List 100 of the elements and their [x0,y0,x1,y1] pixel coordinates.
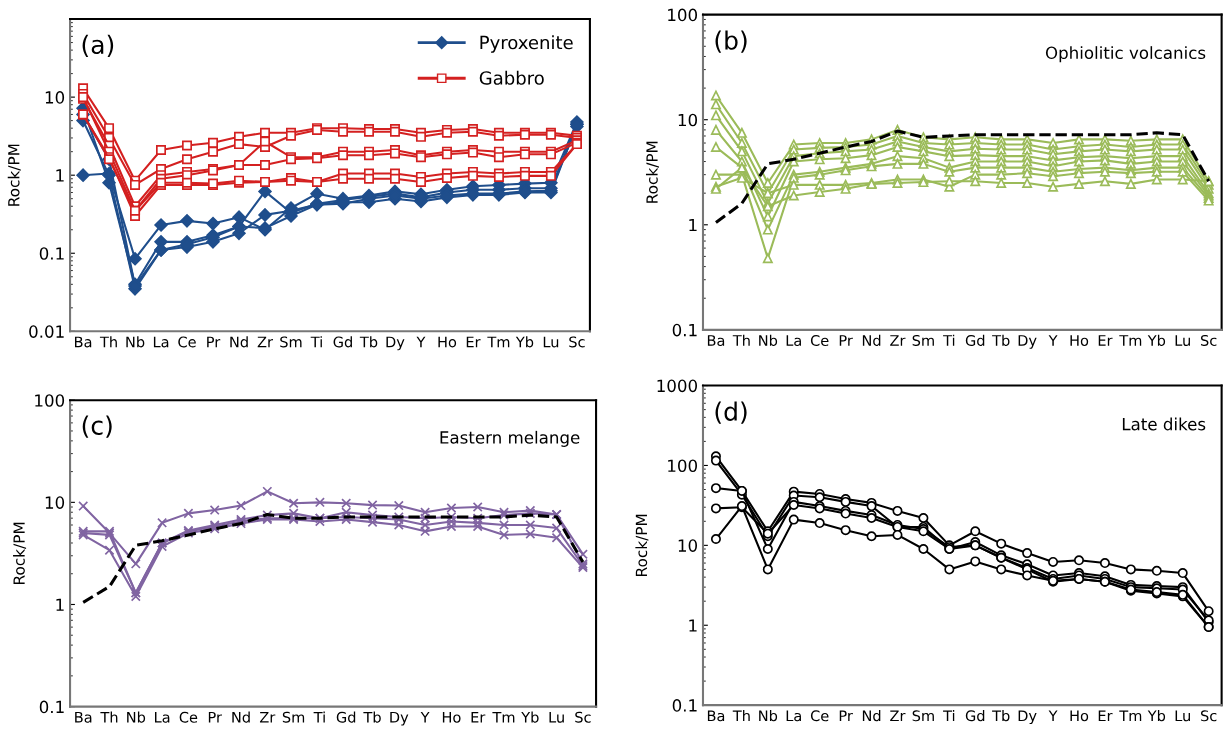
x-tick-label: Ti [943,334,955,346]
y-tick-label: 10 [678,539,698,552]
x-tick-label: Zr [890,335,906,346]
x-tick-label: Tb [359,336,378,348]
x-tick-label: Ti [943,710,955,722]
annotation: (b) [715,30,747,53]
x-tick-label: Sm [282,711,305,723]
x-tick-label: Dy [390,711,409,726]
annotation: (d) [715,401,747,424]
x-tick-label: Ho [1070,335,1089,346]
x-tick-label: Tb [992,334,1010,346]
x-tick-label: Zr [257,336,273,348]
x-tick-label: Yb [1147,710,1166,722]
x-tick-label: Pr [207,336,221,348]
x-tick-label: Nb [127,711,146,723]
y-tick-label: 10 [45,496,65,509]
x-tick-label: Nb [759,710,778,722]
x-tick-label: Tb [363,711,381,723]
x-tick-label: Pr [839,335,853,346]
x-tick-label: Zr [890,710,906,722]
x-tick-label: Th [100,711,118,723]
y-tick-label: 1000 [657,379,698,393]
x-tick-label: Gd [336,711,356,723]
x-tick-label: La [786,710,801,722]
x-tick-label: Nb [759,334,778,346]
x-tick-label: Sm [912,334,934,346]
x-tick-label: Gd [965,710,985,722]
y-tick-label: 10 [45,91,65,104]
x-tick-label: Yb [515,336,534,348]
x-tick-label: Tm [1119,710,1142,722]
x-tick-label: Th [99,336,117,348]
x-tick-label: Sc [575,711,591,723]
x-tick-label: Y [420,711,430,723]
x-tick-label: Ti [310,336,322,348]
y-tick-label: 100 [35,394,65,407]
x-tick-label: Ho [438,336,457,348]
x-tick-label: La [786,335,801,346]
x-tick-label: Tm [492,711,515,723]
x-tick-label: Nd [230,336,248,348]
y-tick-label: 1 [56,169,64,182]
y-axis-title: Rock/PM [7,144,21,206]
x-tick-label: Dy [1018,710,1037,725]
x-tick-label: Sc [1200,710,1217,722]
y-tick-label: 1 [56,598,64,611]
x-tick-label: Ba [75,336,92,348]
x-tick-label: Dy [1018,335,1037,349]
x-tick-label: Y [416,336,426,348]
x-tick-label: Th [732,334,750,346]
x-tick-label: Sc [569,336,585,348]
x-tick-label: Ba [707,335,725,346]
y-axis-title: Rock/PM [635,514,649,576]
y-tick-label: 100 [668,459,698,473]
x-tick-label: Yb [1147,334,1166,346]
x-tick-label: Dy [386,336,405,351]
x-tick-label: Ce [179,711,198,723]
y-axis-title: Rock/PM [13,522,27,584]
x-tick-label: Nb [126,336,145,348]
x-tick-label: Lu [549,711,564,723]
x-tick-label: Sm [912,710,934,722]
x-tick-label: Nd [862,334,881,346]
x-tick-label: Ho [1070,710,1089,722]
x-tick-label: Y [1048,710,1058,722]
x-tick-label: Er [1098,710,1113,722]
annotation: Late dikes [1122,417,1206,431]
y-tick-label: 1 [689,218,697,232]
x-tick-label: Er [1098,335,1113,346]
x-tick-label: Gd [965,334,985,346]
x-tick-label: Ho [442,711,461,723]
x-tick-label: Er [471,711,486,723]
y-tick-label: 0.1 [39,247,64,260]
y-tick-label: 0.1 [672,699,697,712]
y-tick-label: 1 [689,619,697,632]
x-tick-label: Nd [862,710,881,722]
y-axis-title: Rock/PM [645,141,659,203]
y-tick-label: 0.01 [29,325,64,338]
x-tick-label: Ba [707,710,725,722]
x-tick-label: Y [1048,335,1058,346]
y-tick-label: 100 [668,8,698,22]
x-tick-label: Pr [839,710,853,722]
x-tick-label: Tm [1119,335,1142,346]
y-tick-label: 10 [678,113,698,127]
y-tick-label: 0.1 [39,700,64,714]
x-tick-label: Gd [333,336,352,348]
x-tick-label: Pr [208,711,222,723]
x-tick-label: Th [732,710,750,722]
x-tick-label: Ce [810,334,829,346]
x-tick-label: Tb [992,710,1010,722]
x-tick-label: Nd [232,711,250,723]
annotation: Eastern melange [440,430,580,447]
annotation: (c) [82,415,112,438]
x-tick-label: Yb [521,711,539,723]
annotation: Ophiolitic volcanics [1045,46,1206,63]
x-tick-label: Tm [487,336,510,348]
x-tick-label: Er [466,336,481,348]
x-tick-label: Ce [178,336,196,348]
legend-label: Pyroxenite [480,35,573,53]
x-tick-label: Lu [1175,335,1190,346]
x-tick-label: La [153,336,169,348]
x-tick-label: Ce [810,710,829,722]
y-tick-label: 0.1 [672,323,697,337]
